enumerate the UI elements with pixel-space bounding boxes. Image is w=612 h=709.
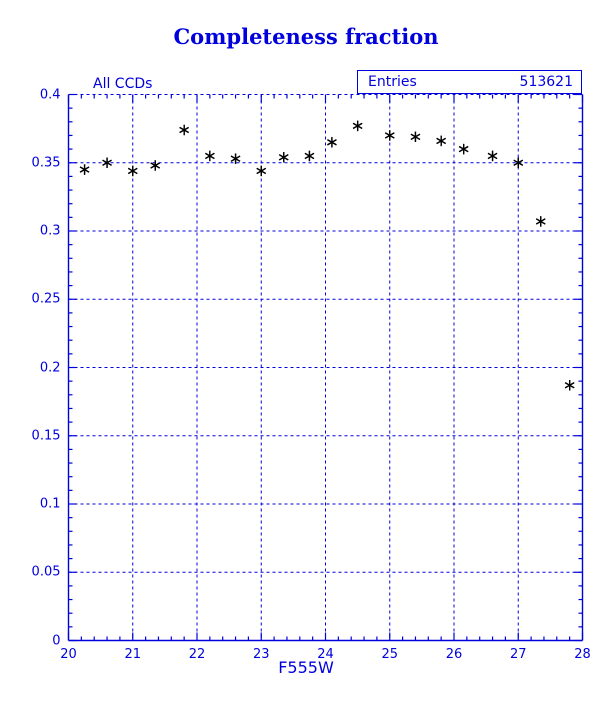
data-point [410,131,421,143]
x-tick-label: 25 [381,646,399,662]
y-tick-label: 0.05 [31,564,61,580]
axis-ticks [67,93,584,642]
x-tick-label: 20 [60,646,77,662]
data-point [352,120,363,132]
x-tick-label: 24 [317,646,334,662]
data-point [384,130,395,141]
data-point [436,135,446,147]
y-tick-label: 0.15 [31,428,61,444]
y-tick-label: 0.4 [39,87,61,102]
data-markers [79,120,575,391]
statistics-box: Entries 513621 [357,70,582,94]
data-point [458,143,469,155]
x-tick-label: 26 [445,646,463,662]
data-point [150,160,161,171]
y-tick-label: 0.35 [31,155,61,171]
data-point [487,150,498,162]
y-tick-label: 0.1 [39,496,61,512]
data-point [535,216,546,227]
data-point [230,153,241,164]
entries-value: 513621 [519,74,573,90]
data-point [79,164,90,175]
x-tick-label: 21 [124,646,142,662]
data-point [127,165,138,177]
y-tick-label: 0.25 [31,291,61,307]
data-point [179,124,189,136]
ccd-annotation: All CCDs [93,76,153,92]
y-tick-label: 0.3 [39,223,61,239]
data-point [327,137,337,148]
data-point [102,157,112,168]
x-tick-label: 28 [574,646,591,662]
x-tick-label: 23 [252,646,270,662]
entries-label: Entries [368,74,417,90]
x-tick-label: 27 [509,646,527,662]
data-point [256,165,267,177]
y-tick-label: 0 [52,633,61,648]
x-tick-label: 22 [188,646,206,662]
page-title: Completeness fraction [173,24,439,49]
data-point [278,152,289,163]
x-axis-title: F555W [278,658,334,677]
data-point [564,380,575,391]
data-point [513,157,524,168]
gridlines [68,94,583,641]
data-point [205,150,215,162]
data-point [304,150,315,162]
y-tick-label: 0.2 [39,360,61,375]
